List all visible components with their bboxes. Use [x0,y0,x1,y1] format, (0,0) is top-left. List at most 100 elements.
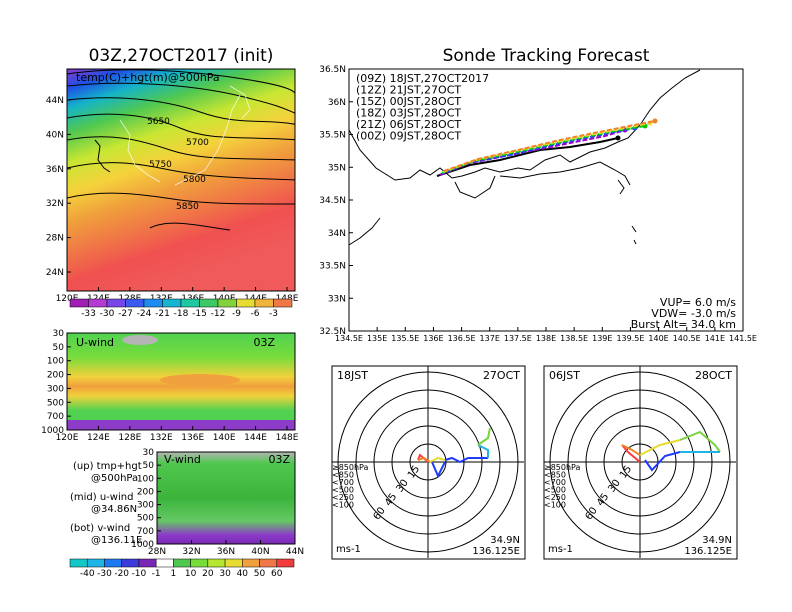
legend-bot-line2: @136.11E [91,535,142,546]
colorbar-swatch [236,298,256,308]
height-contours [67,69,295,231]
v-wind-y-axis: 30 50 100 200 300 500 700 1000 [131,448,161,550]
colorbar-label: -24 [137,309,152,319]
hodograph-lat: 34.9N [490,535,520,546]
contour-label: 5850 [176,202,199,212]
tracking-y-axis: 36.5N 36N 35.5N 35N 34.5N 34N 33.5N 33N 32.5N [319,65,353,337]
y-tick-label: 300 [137,501,154,511]
tracking-info: VUP= 6.0 m/s VDW= -3.0 m/s Burst Alt= 34… [631,296,737,331]
x-tick-label: 136.5E [448,334,476,343]
hodograph-lat: 34.9N [702,535,732,546]
y-tick-label: 100 [137,474,154,484]
tracking-map [348,68,744,332]
landing-point [615,135,621,141]
y-tick-label: 30 [53,329,65,339]
y-tick-label: 500 [47,398,64,408]
y-tick-label: 300 [47,384,64,394]
x-tick-label: 138.5E [560,334,588,343]
legend-bot-line1: (bot) v-wind [70,523,130,534]
x-tick-label: 140.5E [673,334,701,343]
trajectory-line [442,122,651,173]
temp-height-map: temp(C)+hgt(m)@500hPa 5650 5700 5750 580… [66,68,296,292]
v-wind-x-axis: 28N 32N 36N 40N 44N [148,540,304,557]
y-tick-label: 34.5N [319,196,346,206]
hodograph-time: 06JST [549,369,580,382]
colorbar-label: 50 [254,569,266,579]
colorbar-label: -30 [100,309,115,319]
colorbar-label: -3 [269,309,278,319]
x-tick-label: 135E [367,334,387,343]
tracking-title: Sonde Tracking Forecast [443,46,650,66]
contour-label: 5700 [186,138,209,148]
pressure-legend-entry: <250 [544,493,566,502]
temperature-colorbar: -33 -30 -27 -24 -21 -18 -15 -12 -9 -6 -3 [69,298,293,319]
hodograph-unit: ms-1 [548,544,573,555]
v-wind-label: V-wind [164,453,201,466]
tracking-legend: (09Z) 18JST,27OCT2017(12Z) 21JST,27OCT(1… [356,72,489,143]
y-tick-label: 50 [53,343,65,353]
trajectory-legend-entry: (12Z) 21JST,27OCT [356,84,461,97]
colorbar-label: -1 [152,569,161,579]
y-tick-label: 44N [46,96,64,106]
x-tick-label: 32N [182,547,200,557]
colorbar-label: -33 [81,309,96,319]
top-map-y-axis: 44N 40N 36N 32N 28N 24N [46,96,71,278]
x-tick-label: 140E [648,334,668,343]
wind-colorbar: -40 -30 -20 -10 -1 1 10 20 30 40 50 60 [69,558,295,579]
contour-label: 5750 [149,160,172,170]
colorbar-label: 1 [171,569,177,579]
pressure-legend-entry: <850 [332,471,354,480]
colorbar-label: -20 [114,569,129,579]
trajectory-line [443,120,656,172]
vdw-text: VDW= -3.0 m/s [651,307,736,320]
left-title: 03Z,27OCT2017 (init) [89,46,274,66]
y-tick-label: 200 [47,371,64,381]
y-tick-label: 200 [137,487,154,497]
y-tick-label: 24N [46,268,64,278]
top-map-label: temp(C)+hgt(m)@500hPa [76,71,220,84]
colorbar-label: -40 [80,569,95,579]
colorbar-swatch [242,558,260,568]
x-tick-label: 28N [148,547,166,557]
x-tick-label: 128E [118,433,141,443]
y-tick-label: 34N [328,229,346,239]
burst-alt-text: Burst Alt= 34.0 km [631,318,736,331]
hodograph-lon: 136.125E [472,546,520,557]
contour-label: 5800 [183,175,206,185]
vup-text: VUP= 6.0 m/s [660,296,736,309]
trajectory-legend-entry: (21Z) 06JST,28OCT [356,118,461,131]
tracking-x-axis: 134.5E 135E 135.5E 136E 136.5E 137E 137.5E 138E… [335,327,757,343]
hodograph-unit: ms-1 [336,544,361,555]
colorbar-swatch [276,558,295,568]
colorbar-swatch [207,558,226,568]
panel-legend: (up) tmp+hgt @500hPa (mid) u-wind @34.86… [70,461,142,546]
y-tick-label: 36.5N [319,65,346,75]
colorbar-swatch [143,298,163,308]
colorbar-swatch [125,298,145,308]
colorbar-label: -10 [132,569,147,579]
hodograph-lon: 136.125E [684,546,732,557]
pressure-legend-entry: ≥850hPa [332,463,369,472]
landing-point [652,118,658,124]
hodograph-trace [444,456,488,464]
y-tick-label: 100 [47,357,64,367]
x-tick-label: 144E [244,433,267,443]
u-wind-label: U-wind [76,336,114,349]
x-tick-label: 134.5E [335,334,363,343]
x-tick-label: 40N [251,547,269,557]
colorbar-swatch [180,298,200,308]
colorbar-label: 10 [185,569,197,579]
colorbar-label: 20 [202,569,214,579]
y-tick-label: 700 [137,527,154,537]
y-tick-label: 33N [328,294,346,304]
colorbar-swatch [162,298,182,308]
y-tick-label: 40N [46,130,64,140]
colorbar-label: -12 [211,309,226,319]
pressure-legend-entry: <500 [544,486,566,495]
colorbar-swatch [138,558,157,568]
trajectory-legend-entry: (18Z) 03JST,28OCT [356,107,461,120]
legend-up-line2: @500hPa [91,473,138,484]
y-tick-label: 33.5N [319,262,346,272]
colorbar-swatch [69,558,88,568]
